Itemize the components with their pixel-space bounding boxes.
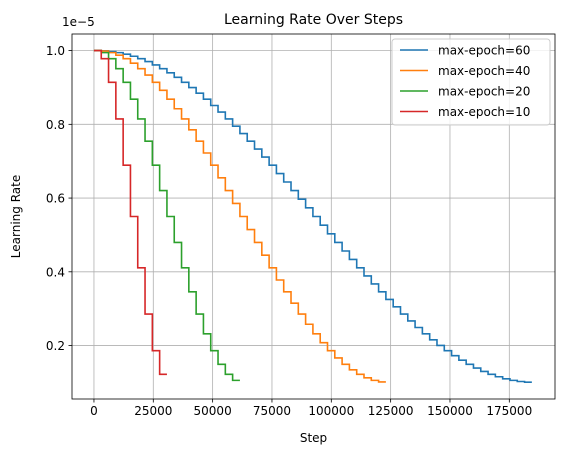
legend-label: max-epoch=10 [438,105,530,119]
x-tick-label: 175000 [486,404,532,418]
x-tick-label: 0 [90,404,98,418]
x-tick-label: 125000 [368,404,414,418]
series-line-1 [93,49,532,383]
x-tick-label: 100000 [308,404,354,418]
legend-label: max-epoch=60 [438,44,530,58]
series-line-2 [93,49,386,383]
y-tick-label: 0.6 [46,192,65,206]
x-ticks: 0 25000 50000 75000 100000 125000 150000 175000 [90,399,532,418]
x-axis-label: Step [300,431,327,445]
legend: max-epoch=60 max-epoch=40 max-epoch=20 max-… [391,38,551,126]
y-axis-label: Learning Rate [9,175,23,258]
y-tick-label: 0.2 [46,339,65,353]
series-line-3 [93,49,240,382]
y-tick-label: 0.8 [46,118,65,132]
y-tick-label: 0.4 [46,265,65,279]
legend-label: max-epoch=40 [438,64,530,78]
x-tick-label: 50000 [194,404,232,418]
x-tick-label: 25000 [134,404,172,418]
x-tick-label: 75000 [253,404,291,418]
chart-title: Learning Rate Over Steps [224,12,403,28]
y-offset-text: 1e−5 [62,15,95,29]
y-tick-label: 1.0 [46,44,65,58]
legend-box [391,38,551,126]
series-group [93,49,532,383]
x-tick-label: 150000 [427,404,473,418]
axes-frame [71,33,556,400]
series-line-4 [93,49,167,376]
legend-label: max-epoch=20 [438,85,530,99]
y-ticks: 0.2 0.4 0.6 0.8 1.0 [46,44,72,353]
